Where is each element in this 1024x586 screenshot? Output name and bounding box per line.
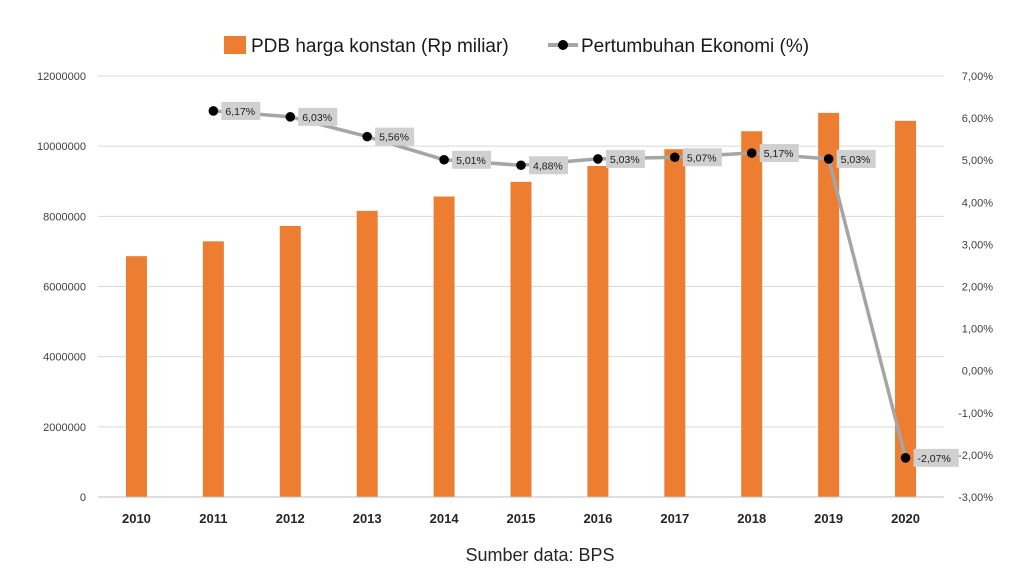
right-y-axis: -3,00% -2,00% -1,00% 0,00% 1,00% 2,00% 3,00% 4,… [958, 71, 993, 504]
x-tick-label: 2015 [507, 511, 536, 526]
legend-swatch-bar [224, 36, 246, 54]
right-y-tick-label: 2,00% [962, 282, 993, 294]
data-label-box [529, 156, 568, 175]
right-y-tick-label: -3,00% [958, 492, 993, 504]
line-point [823, 154, 834, 164]
right-y-tick-label: -1,00% [958, 408, 993, 420]
data-label-box [836, 149, 876, 168]
right-y-tick-label: 6,00% [962, 113, 993, 125]
bar [895, 120, 917, 498]
left-y-tick-label: 0 [80, 492, 86, 504]
x-tick-label: 2013 [353, 511, 382, 526]
line-point [746, 148, 757, 158]
data-label-box [375, 127, 415, 146]
bar [818, 112, 840, 498]
right-y-tick-label: 3,00% [962, 239, 993, 251]
right-y-tick-label: 7,00% [962, 71, 993, 83]
left-y-tick-label: 12000000 [37, 71, 86, 83]
data-label-box [452, 150, 492, 169]
x-tick-label: 2014 [430, 511, 460, 526]
x-tick-label: 2017 [660, 511, 689, 526]
data-label: 5,03% [841, 154, 871, 166]
data-label: 5,56% [379, 132, 409, 144]
left-y-tick-label: 2000000 [43, 422, 86, 434]
legend: PDB harga konstan (Rp miliar) Pertumbuha… [224, 36, 809, 57]
bar-series [125, 112, 917, 498]
x-axis: 2010 2011 2012 2013 2014 2015 2016 2017 2018 2019… [122, 511, 920, 526]
bar [433, 196, 455, 497]
source-note: Sumber data: BPS [465, 545, 614, 565]
data-label-box [759, 144, 799, 163]
bar [664, 149, 686, 497]
left-y-tick-label: 10000000 [37, 141, 86, 153]
line-point [208, 106, 219, 116]
x-tick-label: 2010 [122, 511, 151, 526]
data-label-box [221, 101, 261, 120]
line-point [516, 160, 526, 171]
legend-swatch-marker [558, 40, 568, 50]
left-y-axis: 0 2000000 4000000 6000000 8000000 10000000 120… [37, 71, 86, 504]
right-y-tick-label: 5,00% [962, 155, 993, 167]
right-y-tick-label: -2,00% [958, 450, 993, 462]
line-point [593, 154, 603, 164]
bar [587, 166, 609, 498]
line-point [439, 154, 449, 165]
x-tick-label: 2012 [276, 511, 305, 526]
right-y-tick-label: 1,00% [962, 324, 993, 336]
data-label: 5,01% [456, 155, 486, 167]
bar [279, 225, 301, 497]
legend-label-line: Pertumbuhan Ekonomi (%) [581, 36, 809, 57]
bar [510, 181, 532, 498]
bar [356, 210, 378, 497]
legend-label-bar: PDB harga konstan (Rp miliar) [251, 36, 509, 57]
data-label: 5,03% [610, 154, 640, 166]
line-point [285, 112, 296, 122]
data-label-box [605, 149, 645, 168]
left-y-tick-label: 4000000 [43, 352, 86, 364]
data-label: -2,07% [918, 453, 951, 465]
data-label: 5,07% [687, 152, 717, 164]
left-y-tick-label: 8000000 [43, 211, 86, 223]
x-tick-label: 2019 [814, 511, 843, 526]
line-series: 6,17% 6,03% 5,56% 5,01% 4,88% 5,03% 5,07% 5,17%… [208, 101, 959, 467]
line-point [362, 131, 372, 142]
data-label: 6,17% [225, 106, 255, 118]
data-label-box [298, 107, 338, 126]
bar [125, 256, 147, 497]
data-label: 5,17% [764, 148, 794, 160]
bar [741, 131, 763, 497]
right-y-tick-label: 0,00% [962, 366, 993, 378]
line-point [900, 453, 911, 463]
data-label: 6,03% [302, 112, 332, 124]
x-tick-label: 2016 [583, 511, 612, 526]
data-label-box [913, 448, 959, 467]
left-y-tick-label: 6000000 [43, 282, 86, 294]
line-point [670, 152, 680, 163]
x-tick-label: 2018 [737, 511, 766, 526]
data-label-box [682, 148, 722, 167]
x-tick-label: 2011 [199, 511, 227, 526]
data-label: 4,88% [533, 160, 563, 172]
right-y-tick-label: 4,00% [962, 197, 993, 209]
x-tick-label: 2020 [891, 511, 920, 526]
bar [202, 241, 224, 497]
